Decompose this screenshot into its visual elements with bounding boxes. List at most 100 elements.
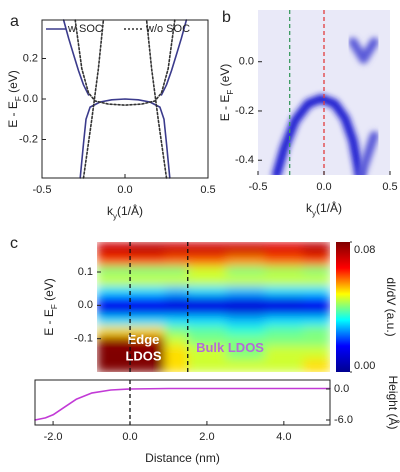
heatmap-cell [164, 358, 189, 372]
heatmap-cell [97, 242, 131, 256]
heatmap-cell [264, 325, 304, 336]
heatmap-cell [226, 242, 266, 256]
heatmap [97, 242, 330, 372]
heatmap-cell [303, 305, 330, 316]
colorbar-label: dI/dV (a.u.) [384, 277, 398, 336]
heatmap-cell [130, 242, 166, 256]
heatmap-cell [164, 265, 189, 276]
x-tick-label: -0.5 [249, 181, 268, 193]
y-tick-label: -0.2 [235, 105, 254, 117]
x-tick-label: 0.0 [117, 184, 132, 196]
x-tick-label: -2.0 [44, 431, 63, 443]
annotation: LDOS [125, 348, 161, 363]
colorbar-tick-label: 0.00 [354, 360, 375, 372]
x-axis-label: ky(1/Å) [306, 200, 342, 217]
y-tick-label: 0.0 [23, 93, 38, 105]
heatmap-cell [164, 315, 189, 326]
heatmap-cell [187, 265, 227, 276]
heatmap-cell [97, 345, 131, 360]
line [34, 387, 331, 421]
heatmap-cell [130, 335, 166, 346]
heatmap-cell [303, 242, 330, 256]
line [272, 94, 365, 175]
heatmap-cell [164, 325, 189, 336]
x-axis-label-part: (1/Å) [117, 203, 143, 218]
heatmap-cell [130, 265, 166, 276]
heatmap-cell [226, 285, 266, 296]
y-tick-label: 0.0 [334, 383, 349, 395]
heatmap-cell [187, 325, 227, 336]
heatmap-cell [97, 265, 131, 276]
line [62, 19, 188, 179]
heatmap-cell [97, 275, 131, 286]
panel-label: c [10, 235, 18, 252]
heatmap-cell [130, 345, 166, 360]
y-tick-label: 0.1 [78, 266, 93, 278]
heatmap-cell [303, 335, 330, 346]
y-axis-label: E - EF (eV) [218, 64, 234, 122]
series-group [62, 19, 188, 179]
heatmap-cell [264, 265, 304, 276]
plot-frame [34, 379, 331, 426]
y-axis-label: E - EF (eV) [42, 278, 58, 336]
heatmap-cell [187, 255, 227, 266]
heatmap-cell [264, 345, 304, 360]
heatmap-cell [187, 315, 227, 326]
y-tick-label: -0.1 [74, 333, 93, 345]
x-tick-label: 0.5 [382, 181, 397, 193]
heatmap-cell [226, 255, 266, 266]
x-axis-label-part: k [107, 204, 114, 218]
heatmap-cell [97, 295, 131, 306]
y-axis-label: E - EF (eV) [6, 70, 22, 128]
heatmap-cell [303, 255, 330, 266]
x-axis-label: Distance (nm) [145, 451, 220, 465]
heatmap-cell [164, 305, 189, 316]
series-group [272, 37, 379, 175]
heatmap-cell [303, 265, 330, 276]
heatmap-cell [264, 358, 304, 372]
x-tick-label: 0.0 [316, 181, 331, 193]
y-axis-label-part: F [50, 304, 59, 309]
y-axis-label: Height (Å) [386, 375, 400, 429]
colorbar-tick-label: 0.08 [354, 244, 375, 256]
annotation: Bulk LDOS [196, 340, 264, 355]
heatmap-cell [97, 335, 131, 346]
y-axis-label-part: (eV) [6, 70, 20, 96]
heatmap-cell [226, 265, 266, 276]
heatmap-cell [187, 285, 227, 296]
x-axis-label-part: y [113, 212, 117, 221]
heatmap-cell [226, 315, 266, 326]
heatmap-cell [187, 295, 227, 306]
heatmap-cell [164, 275, 189, 286]
heatmap-cell [303, 315, 330, 326]
x-axis-label-part: y [312, 209, 316, 218]
heatmap-cell [264, 285, 304, 296]
heatmap-cell [264, 242, 304, 256]
heatmap-cell [130, 295, 166, 306]
heatmap-cell [264, 275, 304, 286]
heatmap-cell [264, 335, 304, 346]
panel-label: a [10, 13, 19, 30]
heatmap-cell [264, 305, 304, 316]
heatmap-cell [130, 275, 166, 286]
x-axis-label-part: (1/Å) [316, 200, 342, 215]
heatmap-cell [130, 325, 166, 336]
heatmap-cell [303, 275, 330, 286]
heatmap-cell [187, 345, 227, 360]
heatmap-cell [130, 255, 166, 266]
heatmap-cell [226, 305, 266, 316]
heatmap-cell [303, 358, 330, 372]
heatmap-cell [226, 295, 266, 306]
legend-label: w SOC [67, 23, 103, 35]
x-axis-label: ky(1/Å) [107, 203, 143, 220]
heatmap-cell [187, 275, 227, 286]
x-tick-label: 2.0 [199, 431, 214, 443]
heatmap-cell [130, 358, 166, 372]
heatmap-cell [303, 345, 330, 360]
heatmap-cell [164, 335, 189, 346]
series-group [34, 387, 331, 421]
heatmap-cell [303, 285, 330, 296]
line [74, 19, 176, 179]
heatmap-cell [303, 325, 330, 336]
